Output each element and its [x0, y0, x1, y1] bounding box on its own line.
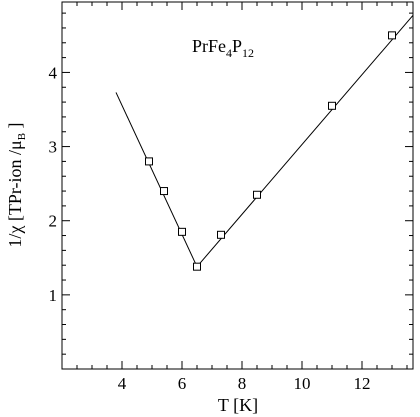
data-point	[328, 101, 336, 110]
fit-line	[115, 92, 198, 267]
y-tick-label: 3	[49, 138, 58, 157]
y-tick-label: 2	[49, 212, 58, 231]
y-axis-label: 1/χ [TPr-ion /μB ]	[5, 122, 28, 247]
y-tick-label: 1	[49, 286, 58, 305]
x-tick-label: 10	[294, 374, 311, 393]
x-tick-labels: 4 6 8 10 12	[118, 374, 371, 393]
x-tick-label: 4	[118, 374, 127, 393]
x-tick-label: 12	[354, 374, 371, 393]
data-point	[145, 157, 153, 166]
y-tick-labels: 1 2 3 4	[49, 63, 58, 304]
fit-lines	[115, 15, 414, 268]
axis-ticks	[61, 2, 413, 370]
data-points	[145, 31, 396, 271]
data-point	[178, 227, 186, 236]
data-point	[193, 262, 201, 271]
data-point	[217, 230, 225, 239]
data-point	[388, 31, 396, 40]
data-point	[160, 187, 168, 196]
x-axis-label: T [K]	[218, 395, 258, 415]
x-tick-label: 6	[178, 374, 187, 393]
fit-line	[196, 15, 414, 268]
y-tick-label: 4	[49, 63, 58, 82]
x-tick-label: 8	[238, 374, 247, 393]
formula-annotation: PrFe4P12	[192, 36, 254, 60]
data-point	[253, 190, 261, 199]
plot-frame	[61, 1, 414, 370]
